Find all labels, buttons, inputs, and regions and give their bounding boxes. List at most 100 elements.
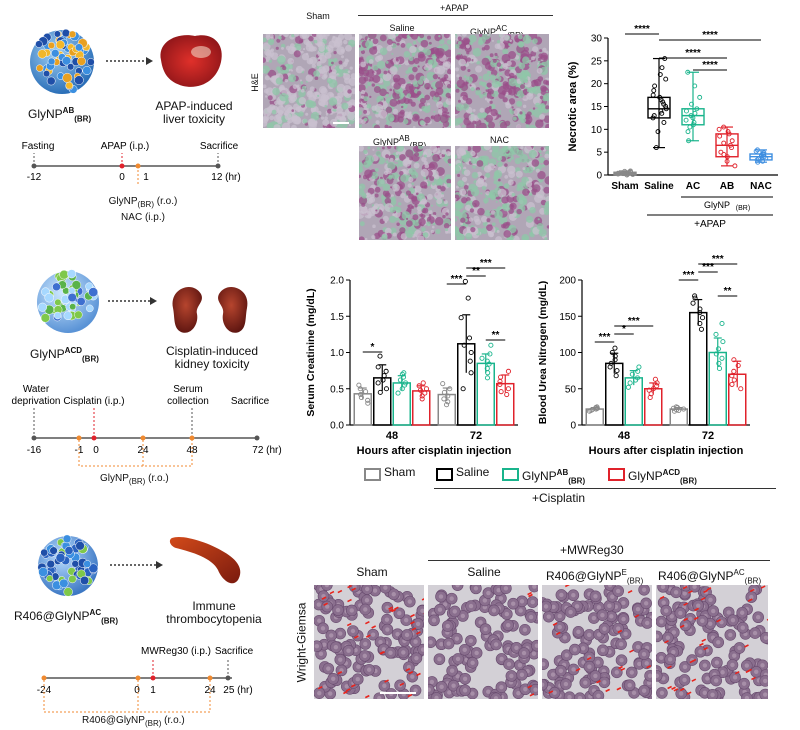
platelet-marker [564,585,570,588]
red-blood-cell-center [641,651,647,657]
tissue-speck [460,217,466,223]
tissue-speck [298,97,307,105]
tissue-speck [528,186,533,191]
y-tick-label: 30 [591,34,603,45]
data-point [377,353,383,359]
tissue-speck [462,226,465,229]
tissue-speck [359,196,368,205]
tissue-speck [483,176,487,180]
tissue-speck [412,214,419,221]
tissue-speck [373,86,381,93]
tissue-speck [472,109,476,112]
significance-label: *** [599,332,611,343]
tissue-speck [402,158,411,167]
tissue-speck [277,118,283,125]
red-blood-cell-center [431,618,437,623]
tissue-speck [374,168,379,172]
tissue-speck [444,49,451,58]
red-blood-cell-center [602,626,607,631]
x-axis-label: Hours after cisplatin injection [589,445,744,457]
red-blood-cell [656,670,663,682]
glynp-ab-nanoparticle-icon [30,28,95,94]
tissue-speck [455,217,458,222]
red-blood-cell-center [388,650,393,656]
red-blood-cell-center [363,607,368,612]
timeline-event-water: Water [23,384,50,395]
tissue-speck [543,186,549,194]
red-blood-cell-center [532,585,537,589]
tissue-speck [383,70,388,75]
data-point [417,387,424,393]
red-blood-cell-center [542,682,545,687]
red-blood-cell-center [406,665,412,670]
tissue-speck [331,61,334,65]
tissue-speck [457,173,461,177]
tissue-speck [537,218,540,221]
tissue-speck [372,74,381,83]
red-blood-cell-center [700,618,705,623]
tissue-speck [386,146,392,149]
x-tick-label: 72 [702,430,714,442]
tissue-speck [422,207,429,214]
tissue-speck [508,51,517,59]
red-blood-cell-center [437,607,443,612]
tissue-speck [472,120,477,125]
data-point [622,168,628,174]
smear-plus-mwreg30: +MWReg30 [560,543,624,557]
red-blood-cell-center [562,635,568,640]
tissue-speck [446,178,451,184]
tissue-speck [510,146,519,155]
red-blood-cell-center [518,608,523,613]
tissue-speck [268,34,274,39]
timeline-tick: -12 [27,172,42,183]
tissue-speck [314,76,319,81]
surface-ligand-dot [40,548,49,557]
data-point [652,376,658,382]
tissue-speck [473,215,480,223]
tissue-speck [420,198,428,205]
surface-ligand-dot [36,64,44,72]
tissue-speck [465,232,473,240]
legend-swatch-saline [436,468,453,481]
tissue-speck [311,63,317,69]
tissue-speck [488,212,492,216]
tissue-speck [507,165,516,175]
tissue-speck [455,43,460,49]
data-point [458,315,464,321]
tissue-speck [397,160,404,167]
tissue-speck [457,54,462,59]
tissue-speck [400,174,409,183]
data-point [650,92,656,98]
tissue-speck [373,232,381,240]
tissue-speck [436,65,446,75]
red-blood-cell-center [493,642,499,647]
data-point [466,335,473,341]
tissue-speck [307,90,313,96]
surface-ligand-dot [69,303,77,311]
data-point [653,145,659,151]
data-point [441,396,447,402]
tissue-speck [333,108,337,112]
row2-organ-label: Cisplatin-induced kidney toxicity [165,344,259,371]
surface-ligand-dot [75,43,83,52]
surface-ligand-dot [59,269,69,280]
data-point [715,346,721,352]
tissue-speck [273,124,281,128]
tissue-speck [488,231,494,238]
tissue-speck [371,83,375,87]
tissue-speck [494,210,503,220]
platelet-marker [701,638,707,643]
tissue-speck [490,108,498,117]
tissue-speck [505,102,512,109]
tissue-speck [459,188,467,196]
tissue-speck [456,236,462,240]
tissue-speck [363,109,368,114]
red-blood-cell-center [656,634,660,639]
red-blood-cell-center [644,661,649,666]
red-blood-cell-center [728,632,733,638]
tissue-speck [293,34,300,37]
tissue-speck [385,68,389,71]
tissue-speck [411,52,416,57]
significance-label: *** [712,254,724,265]
tissue-speck [399,170,404,176]
